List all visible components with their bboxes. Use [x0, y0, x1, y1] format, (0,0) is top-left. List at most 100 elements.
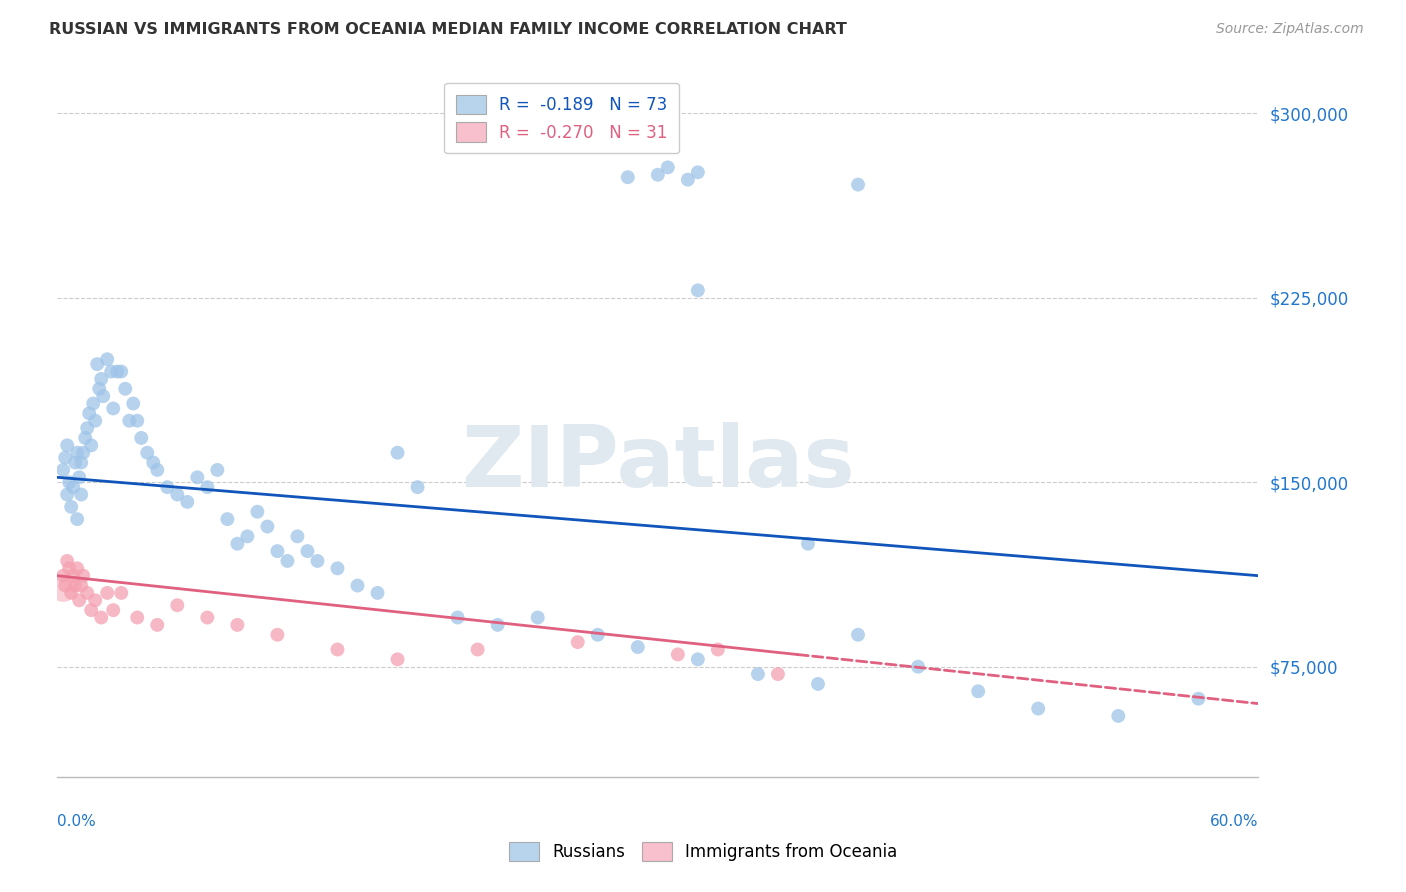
Point: [1187, 691, 1209, 706]
Point: [297, 544, 319, 558]
Point: [166, 487, 188, 501]
Point: [70, 487, 93, 501]
Point: [53, 450, 76, 465]
Point: [75, 431, 97, 445]
Point: [686, 165, 709, 179]
Point: [70, 456, 93, 470]
Point: [52, 463, 75, 477]
Point: [686, 284, 709, 298]
Point: [226, 537, 249, 551]
Point: [166, 599, 188, 613]
Point: [666, 648, 689, 662]
Legend: Russians, Immigrants from Oceania: Russians, Immigrants from Oceania: [502, 835, 904, 868]
Text: ZIPatlas: ZIPatlas: [461, 422, 855, 505]
Point: [103, 401, 125, 416]
Point: [176, 495, 198, 509]
Point: [91, 389, 114, 403]
Text: Source: ZipAtlas.com: Source: ZipAtlas.com: [1216, 22, 1364, 37]
Point: [226, 618, 249, 632]
Point: [84, 414, 107, 428]
Point: [56, 487, 79, 501]
Point: [446, 610, 468, 624]
Point: [266, 544, 288, 558]
Point: [63, 578, 86, 592]
Point: [346, 578, 368, 592]
Point: [676, 172, 699, 186]
Point: [195, 610, 218, 624]
Point: [60, 500, 83, 514]
Point: [63, 456, 86, 470]
Point: [86, 357, 108, 371]
Point: [526, 610, 548, 624]
Point: [686, 652, 709, 666]
Point: [90, 372, 112, 386]
Point: [80, 603, 103, 617]
Point: [1107, 709, 1129, 723]
Point: [236, 529, 259, 543]
Point: [326, 642, 349, 657]
Point: [766, 667, 789, 681]
Point: [967, 684, 990, 698]
Point: [146, 618, 169, 632]
Point: [96, 586, 118, 600]
Point: [127, 610, 149, 624]
Point: [617, 170, 640, 185]
Point: [72, 568, 94, 582]
Point: [118, 414, 141, 428]
Point: [84, 593, 107, 607]
Point: [846, 178, 869, 192]
Text: RUSSIAN VS IMMIGRANTS FROM OCEANIA MEDIAN FAMILY INCOME CORRELATION CHART: RUSSIAN VS IMMIGRANTS FROM OCEANIA MEDIA…: [49, 22, 846, 37]
Point: [76, 586, 98, 600]
Point: [127, 414, 149, 428]
Point: [103, 603, 125, 617]
Point: [66, 561, 89, 575]
Point: [256, 519, 278, 533]
Point: [406, 480, 429, 494]
Point: [52, 581, 75, 595]
Point: [467, 642, 489, 657]
Point: [67, 593, 90, 607]
Point: [52, 568, 75, 582]
Point: [58, 475, 80, 490]
Point: [747, 667, 769, 681]
Point: [67, 470, 90, 484]
Point: [136, 446, 159, 460]
Point: [307, 554, 329, 568]
Point: [246, 505, 269, 519]
Point: [846, 628, 869, 642]
Point: [367, 586, 389, 600]
Point: [195, 480, 218, 494]
Point: [58, 561, 80, 575]
Text: 60.0%: 60.0%: [1211, 814, 1258, 830]
Point: [56, 554, 79, 568]
Point: [142, 456, 165, 470]
Point: [96, 352, 118, 367]
Point: [186, 470, 208, 484]
Point: [627, 640, 650, 654]
Point: [77, 406, 100, 420]
Point: [122, 396, 145, 410]
Point: [72, 446, 94, 460]
Point: [66, 446, 89, 460]
Point: [89, 382, 111, 396]
Point: [657, 161, 679, 175]
Point: [62, 480, 84, 494]
Point: [80, 438, 103, 452]
Point: [82, 396, 104, 410]
Point: [907, 659, 929, 673]
Point: [56, 438, 79, 452]
Point: [146, 463, 169, 477]
Point: [100, 365, 122, 379]
Point: [707, 642, 730, 657]
Point: [110, 586, 132, 600]
Point: [807, 677, 830, 691]
Point: [129, 431, 152, 445]
Point: [76, 421, 98, 435]
Point: [207, 463, 229, 477]
Point: [797, 537, 820, 551]
Point: [110, 365, 132, 379]
Point: [90, 610, 112, 624]
Point: [647, 168, 669, 182]
Point: [387, 652, 409, 666]
Point: [62, 568, 84, 582]
